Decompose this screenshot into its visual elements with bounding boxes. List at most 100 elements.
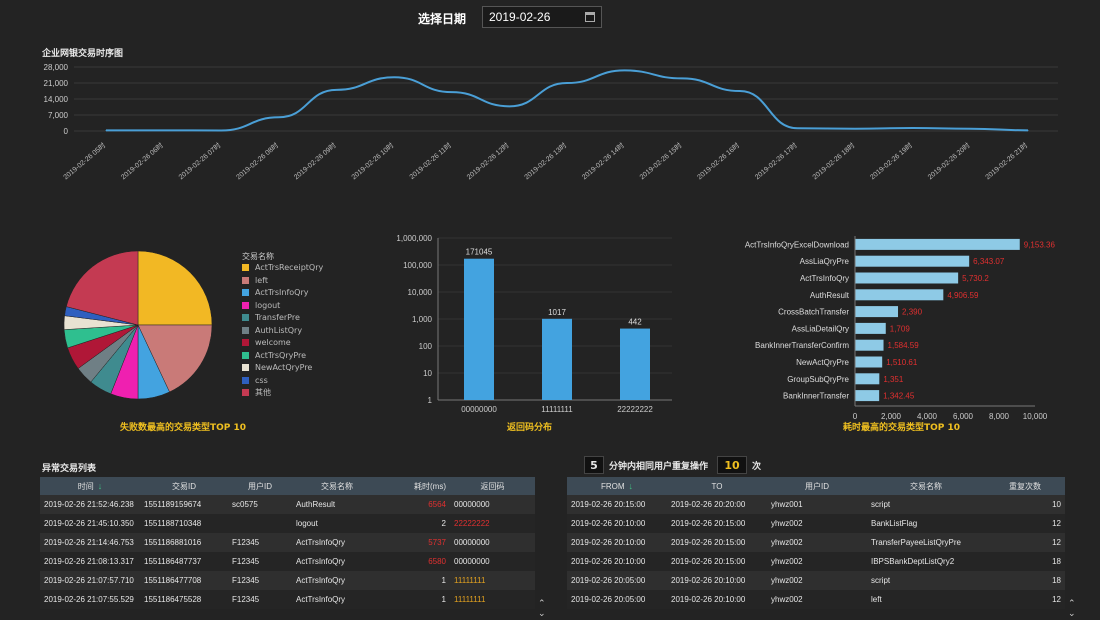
timeline-title: 企业网银交易时序图 [42, 49, 124, 59]
table-row[interactable]: 2019-02-26 20:05:00 2019-02-26 20:10:00 yh… [567, 590, 1065, 609]
legend-swatch [242, 276, 249, 284]
legend-label: logout [255, 300, 281, 310]
table-row[interactable]: 2019-02-26 20:05:00 2019-02-26 20:10:00 yh… [567, 571, 1065, 590]
col-to[interactable]: TO [667, 477, 767, 495]
x-tick-label: 10,000 [1023, 412, 1048, 420]
bar[interactable] [855, 238, 1020, 250]
legend-label: TransferPre [255, 313, 300, 322]
sort-desc-icon[interactable]: ↓ [628, 481, 634, 491]
col-from[interactable]: FROM ↓ [567, 477, 667, 495]
y-tick-label: 10 [423, 369, 432, 378]
legend-item[interactable]: 其他 [242, 387, 323, 400]
legend-item[interactable]: css [242, 375, 323, 388]
legend-item[interactable]: ActTrsInfoQry [242, 287, 323, 300]
date-picker[interactable]: 2019-02-26 [482, 6, 602, 28]
table-row[interactable]: 2019-02-26 20:15:00 2019-02-26 20:20:00 yh… [567, 495, 1065, 514]
pie-slice[interactable] [66, 250, 139, 326]
col-time[interactable]: 时间 ↓ [40, 477, 140, 495]
data-point [969, 128, 971, 130]
data-point [278, 116, 280, 118]
y-tick-label: NewActQryPre [796, 358, 849, 367]
data-label: 2,390 [902, 308, 923, 317]
legend-label: ActTrsQryPre [255, 350, 307, 360]
legend-item[interactable]: ActTrsReceiptQry [242, 262, 323, 275]
duration-chart: ActTrsInfoQryExcelDownload 9,153.36 AssLia… [745, 236, 1055, 420]
bar[interactable] [855, 306, 899, 318]
legend-item[interactable]: NewActQryPre [242, 362, 323, 375]
bar[interactable] [620, 328, 650, 400]
pie-slice[interactable] [137, 250, 213, 326]
y-tick-label: ActTrsInfoQryExcelDownload [745, 240, 849, 249]
bar[interactable] [855, 390, 880, 402]
col-repeat-count[interactable]: 重复次数 [985, 477, 1065, 495]
legend-item[interactable]: welcome [242, 337, 323, 350]
y-tick-label: GroupSubQryPre [787, 375, 849, 384]
x-tick-label: 4,000 [917, 412, 938, 420]
y-tick-label: 10,000 [408, 288, 433, 297]
bar[interactable] [464, 258, 494, 400]
table-row[interactable]: 2019-02-26 21:07:55.529 1551186475528 F123… [40, 590, 535, 609]
legend-label: left [255, 275, 268, 285]
legend-item[interactable]: left [242, 275, 323, 288]
scroll-arrows-icon[interactable]: ⌃ ⌄ [538, 599, 546, 619]
calendar-icon[interactable] [585, 12, 595, 22]
data-point [912, 127, 914, 129]
legend-label: ActTrsReceiptQry [255, 263, 324, 272]
anomaly-header-row: 时间 ↓ 交易ID 用户ID 交易名称 耗时(ms) 返回码 [40, 477, 535, 495]
sort-desc-icon[interactable]: ↓ [97, 480, 103, 491]
minutes-input[interactable]: 5 [584, 456, 604, 474]
bar[interactable] [855, 356, 883, 368]
table-row[interactable]: 2019-02-26 20:10:00 2019-02-26 20:15:00 yh… [567, 533, 1065, 552]
legend-swatch [242, 351, 249, 359]
table-row[interactable]: 2019-02-26 21:52:46.238 1551189159674 sc05… [40, 495, 535, 514]
table-row[interactable]: 2019-02-26 20:10:00 2019-02-26 20:15:00 yh… [567, 552, 1065, 571]
data-label: 4,906.59 [947, 291, 979, 300]
table-row[interactable]: 2019-02-26 21:08:13.317 1551186487737 F123… [40, 552, 535, 571]
bar[interactable] [855, 289, 944, 301]
scroll-arrows-icon[interactable]: ⌃ ⌄ [1068, 599, 1076, 619]
y-tick-label: BankInnerTransfer [783, 392, 849, 401]
data-label: 6,343.07 [973, 257, 1005, 266]
bar[interactable] [542, 318, 572, 400]
legend-swatch [242, 364, 249, 371]
legend-label: ActTrsInfoQry [255, 288, 309, 297]
bar[interactable] [855, 339, 884, 351]
col-return-code[interactable]: 返回码 [450, 477, 535, 495]
col-duration[interactable]: 耗时(ms) [382, 477, 450, 495]
col-trans-id[interactable]: 交易ID [140, 477, 228, 495]
anomaly-title: 异常交易列表 [42, 464, 97, 474]
bar[interactable] [855, 272, 959, 284]
repeat-header-row: FROM ↓ TO 用户ID 交易名称 重复次数 [567, 477, 1065, 495]
data-point [220, 130, 222, 132]
data-label: 171045 [466, 248, 493, 257]
data-point [393, 76, 395, 78]
y-tick-label: 1 [428, 396, 433, 405]
count-input[interactable]: 10 [717, 456, 747, 474]
table-row[interactable]: 2019-02-26 21:45:10.350 1551188710348 logo… [40, 514, 535, 533]
bar[interactable] [855, 322, 886, 334]
legend-label: welcome [255, 338, 291, 347]
col-user-id[interactable]: 用户ID [767, 477, 867, 495]
x-tick-label: 00000000 [461, 405, 497, 414]
table-row[interactable]: 2019-02-26 21:14:46.753 1551186881016 F123… [40, 533, 535, 552]
legend-item[interactable]: logout [242, 300, 323, 313]
pie-slice[interactable] [137, 324, 213, 393]
data-label: 1,351 [883, 375, 904, 384]
col-trans-name[interactable]: 交易名称 [292, 477, 382, 495]
bar[interactable] [855, 373, 880, 385]
col-trans-name[interactable]: 交易名称 [867, 477, 985, 495]
data-label: 5,730.2 [962, 274, 989, 283]
legend-item[interactable]: TransferPre [242, 312, 323, 325]
legend-item[interactable]: AuthListQry [242, 325, 323, 338]
y-tick-label: BankInnerTransferConfirm [755, 341, 849, 350]
table-row[interactable]: 2019-02-26 21:07:57.710 1551186477708 F123… [40, 571, 535, 590]
x-tick-label: 8,000 [989, 412, 1010, 420]
col-user-id[interactable]: 用户ID [228, 477, 292, 495]
legend-item[interactable]: ActTrsQryPre [242, 350, 323, 363]
x-tick-label: 0 [853, 412, 858, 420]
legend-label: NewActQryPre [255, 363, 313, 372]
y-tick-label: CrossBatchTransfer [778, 308, 849, 317]
legend-swatch [242, 301, 249, 309]
bar[interactable] [855, 255, 970, 267]
table-row[interactable]: 2019-02-26 20:10:00 2019-02-26 20:15:00 yh… [567, 514, 1065, 533]
